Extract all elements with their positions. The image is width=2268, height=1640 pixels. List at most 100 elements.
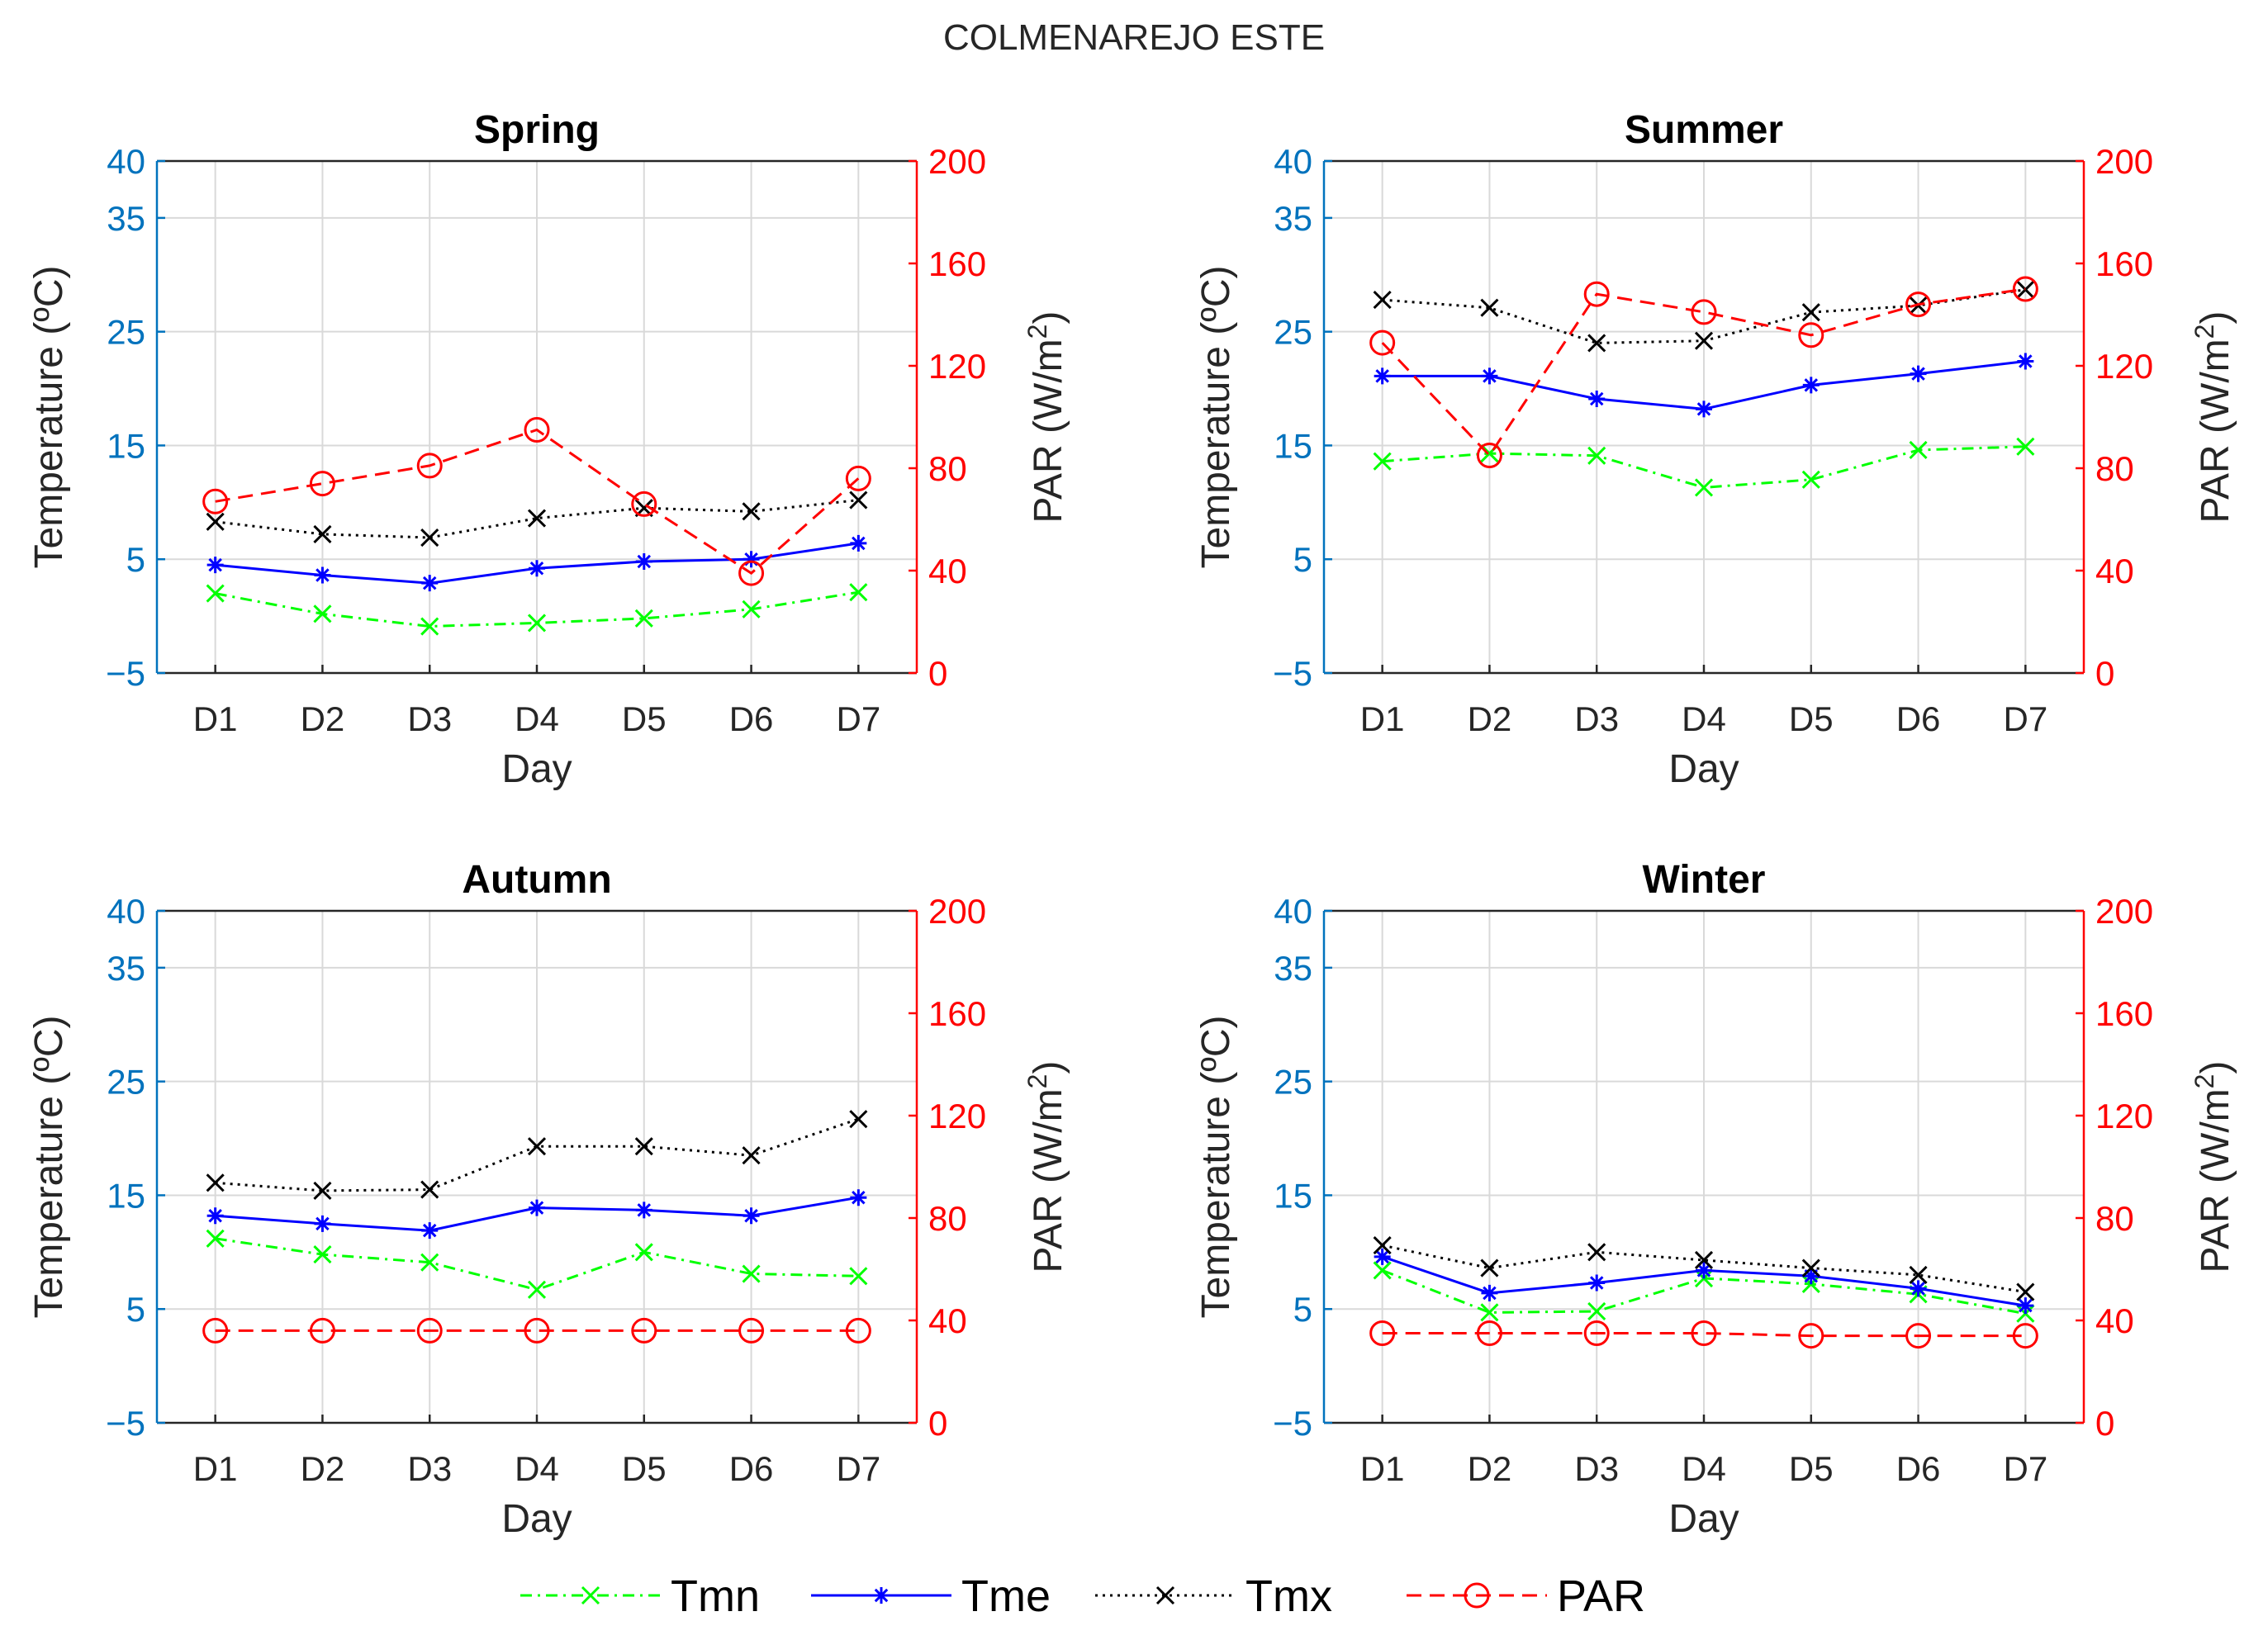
x-tick-label: D2 xyxy=(301,1449,345,1488)
x-axis-label: Day xyxy=(501,747,572,791)
y-axis-label-right-close: ) xyxy=(2194,311,2237,325)
right-tick-label: 0 xyxy=(928,1404,947,1443)
x-tick-label: D4 xyxy=(1682,1449,1726,1488)
data-point-tme xyxy=(2017,1297,2034,1315)
data-point-tme xyxy=(421,1222,439,1239)
x-tick-label: D7 xyxy=(2003,1449,2047,1488)
y-axis-label-right-close: ) xyxy=(2194,1061,2237,1074)
left-tick-label: −5 xyxy=(106,1404,145,1443)
series-tmx xyxy=(1373,280,2035,353)
data-point-par xyxy=(309,471,335,497)
legend-entry-tmx: Tmx xyxy=(1095,1571,1332,1621)
data-point-tmx xyxy=(420,1180,439,1199)
data-point-tmn xyxy=(1373,452,1392,471)
data-point-par xyxy=(1583,281,1610,307)
right-tick-label: 200 xyxy=(928,892,986,931)
left-tick-label: 5 xyxy=(1293,1290,1312,1329)
left-tick-label: 35 xyxy=(107,199,145,238)
data-point-tme xyxy=(1696,1262,1712,1279)
data-point-tme xyxy=(635,552,652,570)
right-tick-label: 160 xyxy=(2095,994,2153,1033)
data-point-tmx xyxy=(1694,331,1714,350)
y-axis-label-left: Temperature (ºC) xyxy=(27,1016,71,1319)
y-axis-label-right-main: PAR (W/m xyxy=(1027,1088,1070,1273)
series-tme xyxy=(1374,1248,2034,1315)
series-tmn xyxy=(206,583,868,636)
legend-label: Tme xyxy=(961,1571,1051,1621)
data-point-tmx xyxy=(1373,1236,1392,1255)
x-tick-label: D3 xyxy=(407,1449,452,1488)
left-tick-label: −5 xyxy=(106,654,145,693)
data-point-tme xyxy=(529,1199,545,1216)
left-tick-label: 35 xyxy=(107,949,145,988)
left-tick-label: 25 xyxy=(107,313,145,352)
data-point-tme xyxy=(1910,365,1927,382)
x-tick-label: D1 xyxy=(1360,699,1405,738)
data-point-tmx xyxy=(1480,298,1499,317)
left-tick-label: 5 xyxy=(1293,540,1312,579)
data-point-tmx xyxy=(313,1181,332,1200)
data-point-par xyxy=(2012,1323,2038,1349)
legend-entry-par: PAR xyxy=(1407,1571,1645,1621)
left-tick-label: 15 xyxy=(1274,426,1312,465)
y-axis-label-right: PAR (W/m2) xyxy=(2190,1061,2237,1273)
y-axis-label-right-sup: 2 xyxy=(2190,325,2219,339)
series-tme xyxy=(1374,353,2034,418)
x-tick-label: D7 xyxy=(836,1449,880,1488)
data-point-tmx xyxy=(313,524,332,543)
left-tick-label: −5 xyxy=(1273,654,1312,693)
data-point-tmx xyxy=(1480,1258,1499,1277)
data-point-tmx xyxy=(1587,334,1606,353)
right-tick-label: 200 xyxy=(2095,892,2153,931)
legend-label: PAR xyxy=(1557,1571,1645,1621)
series-tme xyxy=(206,1189,867,1239)
y-axis-label-right-main: PAR (W/m xyxy=(2194,1088,2237,1273)
y-axis-label-left: Temperature (ºC) xyxy=(27,266,71,569)
data-point-tmx xyxy=(527,1137,547,1156)
data-point-tme xyxy=(1374,1248,1391,1265)
legend-label: Tmx xyxy=(1246,1571,1332,1621)
data-point-par xyxy=(1798,1323,1824,1349)
data-point-tmn xyxy=(1587,1301,1606,1321)
data-point-par xyxy=(1691,1320,1717,1346)
data-point-par xyxy=(1691,299,1717,325)
panel-title: Autumn xyxy=(462,858,611,902)
data-point-tmn xyxy=(527,614,547,633)
right-tick-label: 120 xyxy=(2095,347,2153,386)
series-tmx xyxy=(206,1110,868,1200)
series-tmn xyxy=(206,1229,868,1299)
right-tick-label: 0 xyxy=(2095,654,2114,693)
left-tick-label: 5 xyxy=(126,1290,145,1329)
y-axis-label-right-close: ) xyxy=(1027,1061,1070,1074)
x-tick-label: D1 xyxy=(1360,1449,1405,1488)
data-point-tmx xyxy=(742,1146,761,1165)
data-point-tmx xyxy=(1909,1265,1928,1284)
right-tick-label: 80 xyxy=(928,449,967,488)
data-point-tmx xyxy=(206,1173,225,1192)
data-point-par xyxy=(2012,276,2038,302)
data-point-tme xyxy=(1481,1284,1498,1301)
data-point-tmn xyxy=(849,1267,868,1286)
panel-spring: −5 5 15 25 35 40 0 40 80 120 160 200 D1 D2 D3 D4 D5 D6 D7 S… xyxy=(27,108,1070,791)
data-point-tme xyxy=(314,566,331,584)
panel-title: Summer xyxy=(1625,108,1783,152)
data-point-tme xyxy=(314,1215,331,1232)
y-axis-label-right-main: PAR (W/m xyxy=(1027,339,1070,523)
data-point-tmn xyxy=(634,609,653,628)
data-point-tme xyxy=(1910,1280,1927,1297)
data-point-tmn xyxy=(2016,437,2035,456)
left-tick-label: 15 xyxy=(107,426,145,465)
legend-label: Tmn xyxy=(671,1571,760,1621)
data-point-par xyxy=(1905,1323,1932,1349)
x-tick-label: D7 xyxy=(2003,699,2047,738)
x-tick-label: D4 xyxy=(515,699,559,738)
data-point-tme xyxy=(1588,1274,1606,1292)
panel-title: Winter xyxy=(1643,858,1766,902)
legend-marker xyxy=(1464,1582,1490,1609)
data-point-tmx xyxy=(1587,1243,1606,1262)
data-point-par xyxy=(309,1317,335,1344)
x-tick-label: D7 xyxy=(836,699,880,738)
left-tick-label: 35 xyxy=(1274,949,1312,988)
left-tick-label: 40 xyxy=(1274,142,1312,181)
data-point-tmx xyxy=(742,502,761,521)
